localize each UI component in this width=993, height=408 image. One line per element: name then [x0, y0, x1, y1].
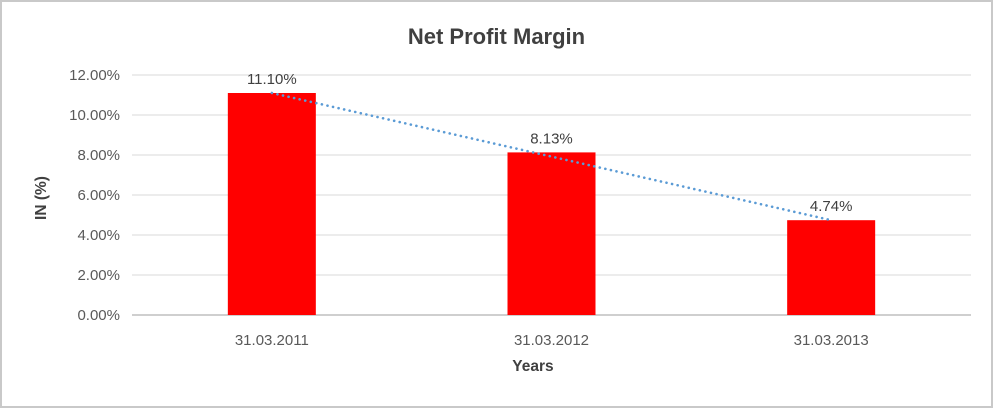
- y-tick-label: 4.00%: [77, 227, 120, 244]
- y-tick-label: 6.00%: [77, 187, 120, 204]
- x-tick-label: 31.03.2012: [514, 332, 589, 349]
- trendline: [270, 91, 833, 222]
- bar: [507, 152, 596, 315]
- data-label: 11.10%: [247, 71, 297, 88]
- bar: [227, 93, 316, 315]
- y-tick-label: 12.00%: [69, 67, 120, 84]
- bar: [787, 220, 876, 315]
- y-tick-label: 10.00%: [69, 107, 120, 124]
- y-tick-label: 2.00%: [77, 267, 120, 284]
- x-axis-title: Years: [512, 358, 554, 375]
- y-tick-label: 0.00%: [77, 307, 120, 324]
- y-tick-label: 8.00%: [77, 147, 120, 164]
- data-label: 8.13%: [530, 130, 573, 147]
- chart-title: Net Profit Margin: [407, 24, 586, 49]
- x-tick-label: 31.03.2013: [794, 332, 869, 349]
- data-label: 4.74%: [810, 198, 853, 215]
- x-tick-label: 31.03.2011: [235, 332, 309, 349]
